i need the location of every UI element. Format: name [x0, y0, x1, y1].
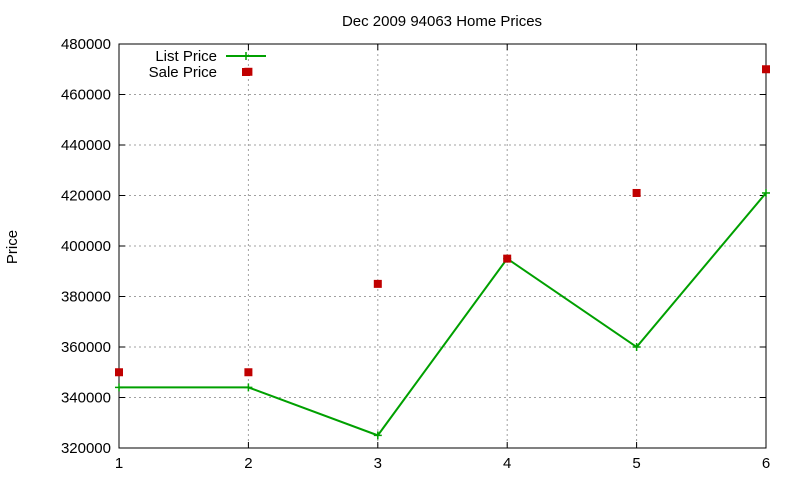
- list-price-point: [244, 383, 253, 392]
- sale-price-point: [762, 65, 770, 74]
- grid-layer: [119, 44, 766, 448]
- x-tick-label: 1: [115, 455, 123, 472]
- ticks-layer: 1 2 3 4 5 6 320000 340000 360000 380000 400000 4200…: [61, 36, 770, 472]
- y-tick-label: 340000: [61, 390, 111, 407]
- sale-price-point: [244, 368, 253, 377]
- y-tick-label: 360000: [61, 339, 111, 356]
- sale-price-point: [632, 188, 641, 197]
- x-tick-label: 4: [503, 455, 511, 472]
- sale-price-point: [503, 254, 512, 263]
- legend-marker-list-price: [242, 52, 250, 60]
- y-tick-label: 400000: [61, 238, 111, 255]
- y-axis-label: Price: [4, 230, 21, 264]
- x-tick-label: 5: [632, 455, 640, 472]
- list-price-point: [762, 188, 770, 197]
- y-tick-label: 480000: [61, 36, 111, 53]
- chart-title: Dec 2009 94063 Home Prices: [342, 13, 542, 30]
- list-price-point: [632, 343, 641, 351]
- legend-label-sale-price: Sale Price: [149, 64, 217, 81]
- list-price-point: [115, 383, 123, 392]
- x-tick-label: 3: [374, 455, 382, 472]
- sale-price-point: [115, 368, 123, 377]
- series-layer: [115, 65, 770, 440]
- legend-label-list-price: List Price: [155, 48, 217, 65]
- y-tick-label: 420000: [61, 188, 111, 205]
- list-price-point: [373, 431, 382, 440]
- x-tick-label: 2: [244, 455, 252, 472]
- legend-marker-sale-price: [242, 68, 250, 76]
- y-tick-label: 380000: [61, 289, 111, 306]
- y-tick-label: 320000: [61, 440, 111, 457]
- sale-price-point: [373, 279, 382, 288]
- y-tick-label: 440000: [61, 137, 111, 154]
- x-tick-label: 6: [762, 455, 770, 472]
- y-tick-label: 460000: [61, 87, 111, 104]
- list-price-line: [119, 192, 767, 437]
